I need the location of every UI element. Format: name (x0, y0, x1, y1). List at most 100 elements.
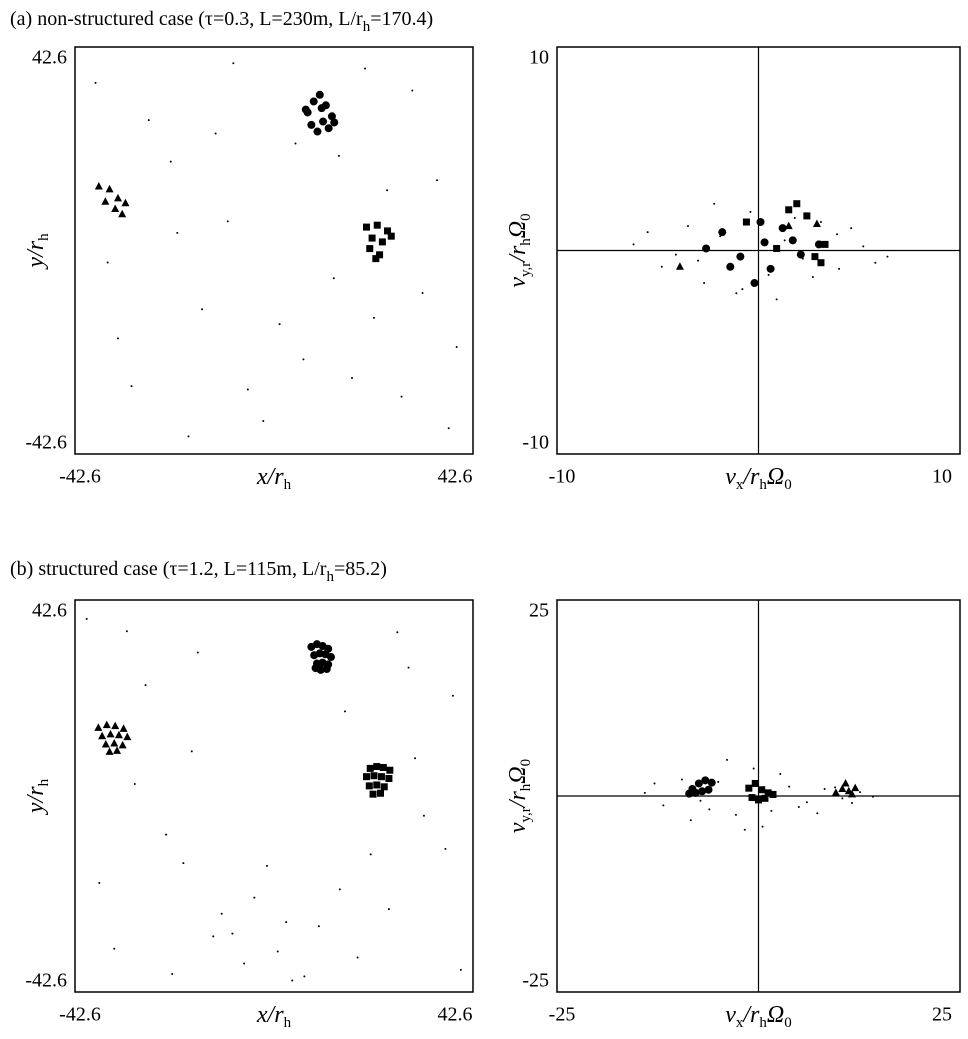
x-axis-label-part: v (725, 464, 736, 490)
point-dot (294, 142, 297, 145)
point-square (764, 789, 772, 797)
series-triangle (675, 219, 821, 270)
series-triangle (94, 720, 132, 755)
point-dot (726, 758, 729, 761)
point-dot (788, 785, 791, 788)
point-square (366, 764, 374, 772)
point-dot (823, 787, 826, 790)
point-dot (743, 828, 746, 831)
point-dot (653, 782, 656, 785)
point-square (793, 200, 801, 208)
point-square (821, 240, 829, 248)
y-tick-label: 25 (529, 600, 549, 622)
point-triangle (838, 784, 847, 792)
point-triangle (111, 204, 120, 212)
point-dot (761, 825, 764, 828)
point-dot (337, 154, 340, 157)
point-dot (169, 160, 172, 163)
point-dot (699, 799, 702, 802)
point-circle (691, 788, 700, 797)
point-circle (756, 218, 765, 227)
x-tick-label: 10 (932, 466, 952, 488)
y-tick-label: -10 (522, 432, 549, 454)
point-dot (689, 819, 692, 822)
panel-caption-part: =170.4) (370, 8, 433, 30)
point-square (769, 790, 777, 798)
point-dot (735, 292, 738, 295)
point-triangle (118, 209, 127, 218)
point-circle (718, 228, 727, 237)
point-square (366, 245, 374, 253)
point-dot (451, 694, 454, 697)
point-dot (411, 89, 414, 92)
point-dot (708, 808, 711, 811)
point-circle (788, 236, 797, 245)
point-dot (302, 358, 305, 361)
point-triangle (121, 198, 130, 207)
point-dot (246, 388, 249, 391)
point-dot (850, 227, 853, 230)
point-circle (317, 104, 326, 113)
point-dot (276, 950, 279, 953)
series-circle (307, 640, 335, 674)
point-circle (704, 785, 713, 794)
y-axis-label-part: Ω (505, 766, 531, 783)
panel-caption-part: (b) structured case (τ=1.2, L=115m, L/r (10, 558, 327, 580)
point-dot (662, 804, 665, 807)
point-square (751, 779, 759, 787)
x-axis-label-part: 0 (784, 477, 792, 493)
y-tick-label: 42.6 (32, 600, 67, 622)
point-dot (783, 239, 786, 242)
x-axis-label-part: v (725, 1002, 736, 1028)
point-dot (369, 853, 372, 856)
point-square (373, 221, 381, 229)
x-axis-label-part: x (736, 1015, 744, 1031)
point-dot (130, 385, 133, 388)
series-square (742, 200, 829, 267)
point-dot (98, 881, 101, 884)
point-dot (285, 921, 288, 924)
point-dot (113, 947, 116, 950)
point-circle (702, 244, 711, 253)
panel-caption-part: (a) non-structured case (τ=0.3, L=230m, … (10, 8, 363, 30)
point-dot (85, 617, 88, 620)
point-square (761, 794, 769, 802)
point-square (803, 212, 811, 220)
point-square (785, 206, 793, 214)
point-dot (407, 666, 410, 669)
point-triangle (784, 221, 793, 230)
point-dot (713, 202, 716, 205)
point-dot (265, 864, 268, 867)
panel-caption-part: h (326, 569, 334, 585)
point-dot (674, 253, 677, 256)
point-square (385, 775, 393, 783)
point-dot (455, 345, 458, 348)
y-axis-label: y/rh (23, 778, 53, 815)
point-dot (816, 812, 819, 815)
point-triangle (123, 732, 132, 741)
point-square (387, 232, 395, 240)
point-dot (717, 780, 720, 783)
point-circle (766, 264, 775, 273)
point-dot (291, 979, 294, 982)
point-circle (301, 105, 310, 114)
point-dot (767, 273, 770, 276)
series-square (362, 763, 394, 798)
point-square (377, 773, 385, 781)
x-axis-label-part: 0 (784, 1015, 792, 1031)
series-dot (632, 202, 889, 301)
point-dot (243, 962, 246, 965)
point-dot (752, 767, 755, 770)
series-triangle (831, 778, 860, 798)
point-circle (326, 653, 335, 662)
point-dot (187, 435, 190, 438)
panel-caption: (a) non-structured case (τ=0.3, L=230m, … (10, 8, 433, 36)
point-dot (220, 912, 223, 915)
point-dot (660, 265, 663, 268)
point-square (745, 784, 753, 792)
point-dot (838, 267, 841, 270)
point-dot (436, 179, 439, 182)
point-square (748, 794, 756, 802)
point-triangle (98, 731, 107, 740)
point-triangle (847, 789, 856, 798)
